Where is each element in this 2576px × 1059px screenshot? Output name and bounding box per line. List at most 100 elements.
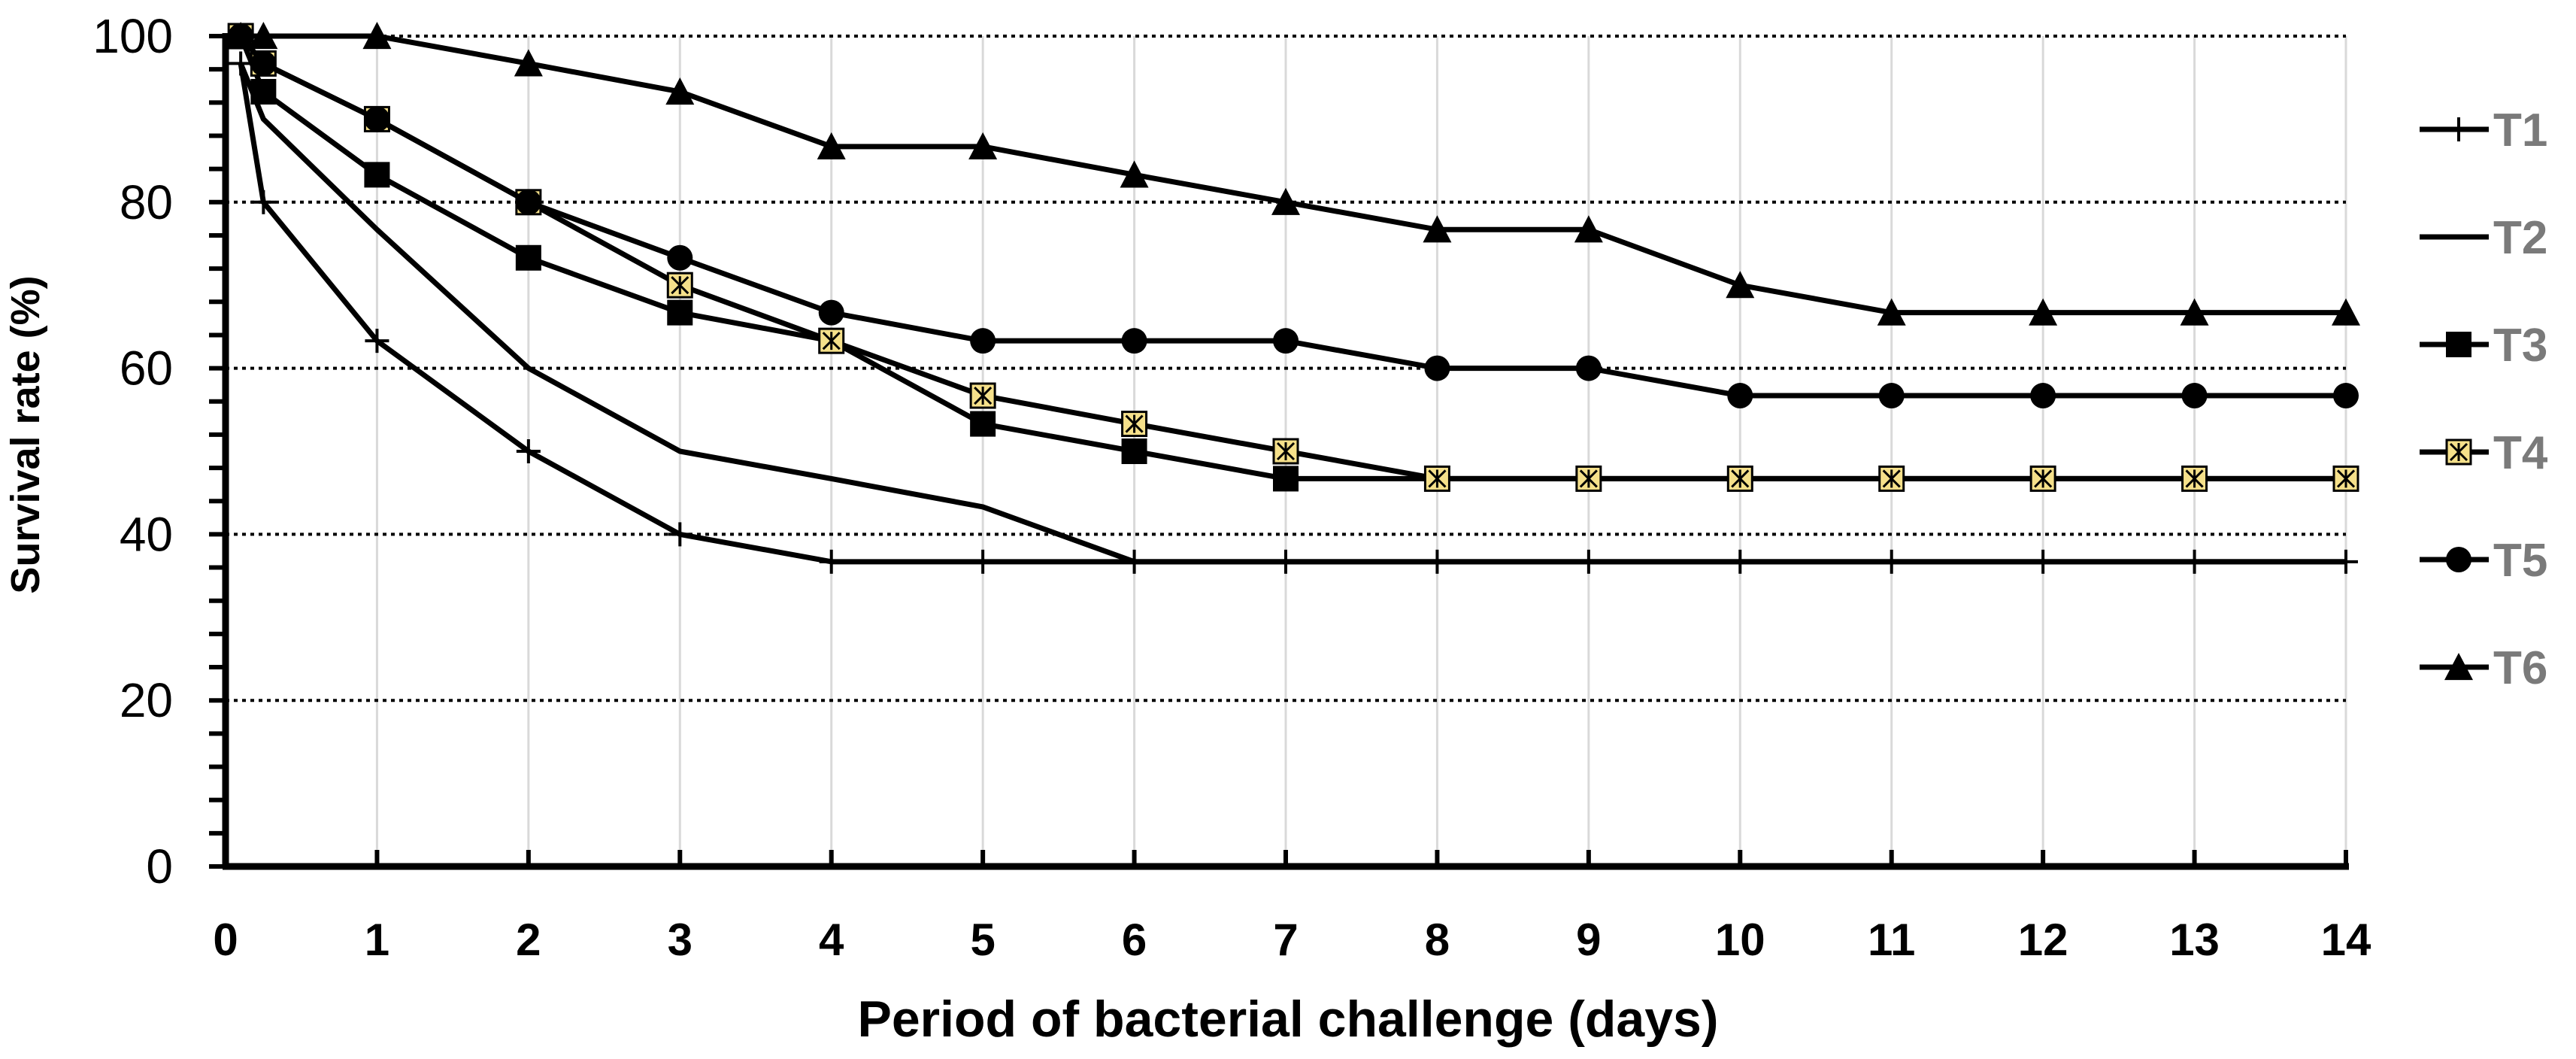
data-point-t4: [666, 272, 693, 299]
data-point-t5: [1424, 355, 1450, 381]
data-point-t3: [1273, 466, 1299, 492]
x-tick-label-13: 13: [2169, 915, 2220, 965]
series-line-t2: [238, 62, 2346, 565]
data-point-t1: [971, 549, 996, 574]
series-layer: [226, 22, 2360, 574]
y-axis-title: Survival rate (%): [3, 275, 48, 593]
x-tick-label-12: 12: [2018, 915, 2068, 965]
data-point-t6: [362, 22, 392, 50]
data-point-t6: [968, 132, 998, 159]
data-point-t5: [1727, 383, 1753, 409]
data-point-t4: [1575, 465, 1602, 492]
data-point-t6: [1877, 298, 1906, 326]
legend-marker-t6: [2444, 653, 2473, 681]
x-tick-label-4: 4: [819, 915, 844, 965]
legend-item-t1: T1: [2420, 105, 2547, 156]
data-point-t4: [1423, 465, 1450, 492]
x-axis-title: Period of bacterial challenge (days): [857, 991, 1718, 1048]
data-point-t5: [2181, 383, 2208, 409]
data-point-t4: [1726, 465, 1753, 492]
data-point-t3: [970, 411, 996, 437]
data-point-t6: [2332, 298, 2360, 326]
data-point-t6: [1423, 215, 1452, 243]
legend-label-t3: T3: [2493, 320, 2547, 372]
data-point-t1: [516, 439, 541, 463]
x-tick-label-6: 6: [1122, 915, 1147, 965]
data-point-t5: [1575, 355, 1602, 381]
data-point-t5: [818, 299, 844, 326]
data-point-t1: [819, 549, 844, 574]
series-line-t4: [238, 34, 2346, 481]
legend-label-t4: T4: [2493, 427, 2548, 479]
legend-item-t4: T4: [2420, 427, 2548, 479]
data-point-t5: [1878, 383, 1905, 409]
x-tick-label-3: 3: [668, 915, 692, 965]
data-point-t5: [2333, 383, 2359, 409]
data-point-t5: [2030, 383, 2056, 409]
data-point-t1: [251, 190, 276, 214]
data-point-t5: [364, 106, 390, 132]
data-point-t6: [2029, 298, 2058, 326]
data-point-t6: [817, 132, 846, 159]
legend-label-t2: T2: [2493, 212, 2547, 264]
data-point-t1: [668, 522, 692, 547]
data-point-t4: [1272, 438, 1299, 465]
data-point-t5: [515, 189, 541, 215]
data-point-t4: [1121, 411, 1148, 438]
data-point-t3: [667, 299, 693, 326]
data-point-t6: [1271, 187, 1300, 215]
x-tick-label-8: 8: [1425, 915, 1450, 965]
legend-item-t6: T6: [2420, 642, 2547, 694]
x-tick-label-9: 9: [1576, 915, 1601, 965]
legend-marker-t5: [2446, 547, 2471, 572]
y-tick-label-100: 100: [92, 9, 173, 63]
data-point-t5: [667, 244, 693, 271]
data-point-t6: [1726, 271, 1755, 299]
data-point-t6: [249, 22, 278, 50]
legend-marker-t4: [2445, 438, 2472, 466]
x-tick-label-10: 10: [1715, 915, 1765, 965]
legend-label-t1: T1: [2493, 105, 2547, 156]
data-point-t3: [364, 162, 390, 188]
series-line-t6: [241, 33, 2346, 316]
data-point-t5: [1121, 328, 1147, 354]
data-point-t4: [2029, 465, 2056, 492]
legend-label-t6: T6: [2493, 642, 2547, 694]
x-tick-label-2: 2: [516, 915, 541, 965]
x-tick-label-0: 0: [213, 915, 238, 965]
legend-label-t5: T5: [2493, 535, 2547, 587]
data-point-t6: [2180, 298, 2209, 326]
data-point-t5: [970, 328, 996, 354]
y-tick-label-0: 0: [146, 839, 173, 894]
data-point-t4: [1878, 465, 1905, 492]
y-tick-label-40: 40: [120, 507, 173, 561]
data-point-t5: [1273, 328, 1299, 354]
data-point-t3: [515, 244, 541, 271]
x-tick-label-1: 1: [365, 915, 389, 965]
legend-marker-t3: [2446, 332, 2471, 357]
y-tick-label-60: 60: [120, 341, 173, 396]
x-tick-label-14: 14: [2321, 915, 2371, 965]
data-point-t3: [250, 78, 277, 105]
data-point-t5: [250, 50, 277, 77]
legend: T1 T2 T3 T4 T5 T6: [2420, 105, 2548, 694]
series-line-t5: [238, 34, 2346, 399]
x-tick-label-11: 11: [1868, 915, 1915, 965]
data-point-t3: [1121, 438, 1147, 464]
x-tick-label-5: 5: [970, 915, 995, 965]
legend-item-t3: T3: [2420, 320, 2547, 372]
data-point-t4: [818, 327, 845, 354]
y-tick-label-20: 20: [120, 673, 173, 727]
data-point-t6: [226, 22, 256, 50]
data-point-t4: [2181, 465, 2208, 492]
data-point-t1: [365, 329, 389, 354]
legend-item-t2: T2: [2420, 212, 2547, 264]
data-point-t4: [2332, 465, 2359, 492]
data-point-t6: [665, 77, 695, 105]
y-tick-label-80: 80: [120, 175, 173, 229]
legend-item-t5: T5: [2420, 535, 2547, 587]
data-point-t6: [1120, 160, 1149, 188]
data-point-t6: [1574, 215, 1603, 243]
